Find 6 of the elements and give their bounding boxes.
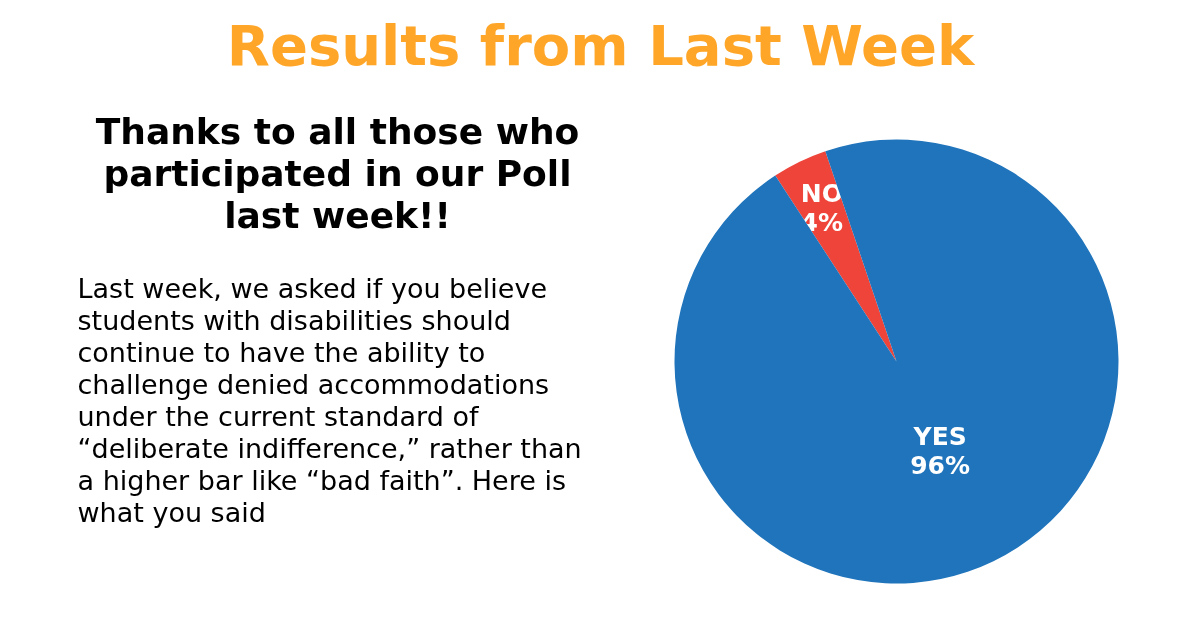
text: Last week, we asked if you believe students with disabilities should continue to have the ability to challenge denied accommodations under the current standard of “deliberate indifference,” rather than a higher bar like “bad faith”. Here is what you said <box>77 273 582 528</box>
chart-title: Results from Last Week <box>226 13 976 78</box>
text: Thanks to all those who participated in our Poll last week!! <box>95 111 580 236</box>
slice-label: YES <box>912 422 967 452</box>
slice-label: NO <box>800 178 843 208</box>
data-label: 96% <box>910 451 971 481</box>
